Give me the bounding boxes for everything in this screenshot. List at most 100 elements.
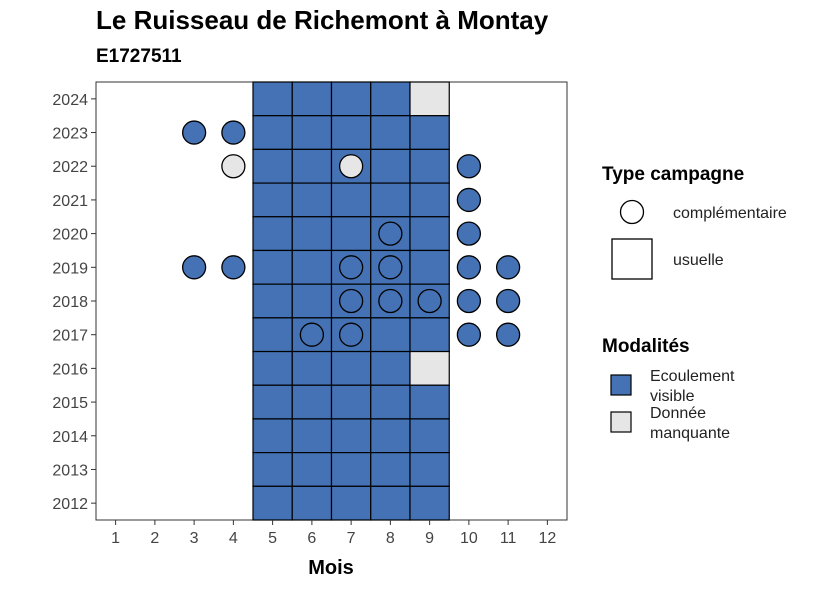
x-tick-label: 3 — [190, 530, 199, 547]
tile-2023-5 — [252, 115, 293, 150]
tile-2017-9 — [409, 317, 450, 353]
tile-2015-6 — [291, 384, 333, 420]
tile-2016-9 — [409, 350, 450, 386]
y-tick-label: 2017 — [52, 328, 88, 345]
tile-2021-8 — [370, 182, 411, 218]
tile-2012-6 — [291, 485, 333, 521]
x-axis-title: Mois — [308, 557, 354, 579]
y-tick-label: 2018 — [52, 294, 88, 311]
tile-2020-7 — [330, 216, 372, 252]
point-2017-11 — [495, 322, 521, 347]
tile-2014-7 — [330, 418, 372, 454]
y-tick-label: 2019 — [52, 260, 88, 277]
tile-2015-5 — [252, 384, 293, 420]
x-tick-label: 8 — [386, 530, 395, 547]
y-tick-label: 2013 — [52, 462, 88, 479]
legend-label-modalite: visible — [650, 388, 695, 405]
tile-2012-8 — [370, 485, 411, 521]
tile-2024-6 — [291, 81, 333, 117]
tile-2024-5 — [252, 81, 293, 117]
tile-layer — [252, 81, 450, 521]
y-tick-label: 2020 — [52, 227, 88, 244]
y-tick-label: 2022 — [52, 159, 88, 176]
tile-2022-5 — [252, 148, 293, 184]
tile-2016-8 — [370, 350, 411, 386]
x-tick-label: 9 — [425, 530, 434, 547]
tile-2022-6 — [291, 148, 333, 184]
point-2020-8 — [378, 221, 403, 246]
tile-2021-5 — [252, 182, 293, 218]
tile-2014-9 — [409, 418, 450, 454]
point-2017-10 — [456, 322, 482, 347]
chart-title: Le Ruisseau de Richemont à Montay — [96, 5, 549, 35]
point-2020-10 — [456, 221, 482, 246]
tile-2018-5 — [252, 283, 293, 319]
tile-2017-8 — [370, 317, 411, 353]
tile-2023-7 — [330, 115, 372, 150]
x-tick-label: 5 — [268, 530, 277, 547]
legend-label-complementaire: complémentaire — [673, 205, 787, 222]
y-tick-label: 2024 — [52, 92, 88, 109]
legend-title-type-campagne: Type campagne — [602, 164, 744, 185]
legend-title-modalites: Modalités — [602, 336, 690, 357]
tile-2012-9 — [409, 485, 450, 521]
point-2018-8 — [378, 288, 403, 314]
x-tick-label: 2 — [150, 530, 159, 547]
legend-label-usuelle: usuelle — [673, 252, 724, 269]
tile-2012-5 — [252, 485, 293, 521]
legend-label-modalite: Ecoulement — [650, 368, 735, 385]
legend-label-modalite: Donnée — [650, 405, 706, 422]
legend-key-circle — [619, 199, 645, 225]
tile-2018-6 — [291, 283, 333, 319]
tile-2021-6 — [291, 182, 333, 218]
point-2018-10 — [456, 288, 482, 314]
tile-2013-7 — [330, 452, 372, 487]
y-tick-label: 2023 — [52, 126, 88, 143]
tile-2014-8 — [370, 418, 411, 454]
y-tick-label: 2016 — [52, 361, 88, 378]
x-tick-label: 4 — [229, 530, 238, 547]
point-2019-11 — [495, 255, 521, 280]
y-tick-label: 2012 — [52, 496, 88, 513]
tile-2020-5 — [252, 216, 293, 252]
point-2022-4 — [221, 154, 246, 179]
x-tick-label: 12 — [538, 530, 556, 547]
point-2018-11 — [495, 288, 521, 314]
tile-2021-7 — [330, 182, 372, 218]
legend: Type campagne complémentaire usuelle Modali… — [602, 164, 787, 442]
tile-2020-6 — [291, 216, 333, 252]
tile-2015-8 — [370, 384, 411, 420]
point-2018-7 — [338, 288, 364, 314]
tile-2013-8 — [370, 452, 411, 487]
x-tick-label: 10 — [460, 530, 478, 547]
point-2019-3 — [181, 255, 207, 280]
tile-2019-5 — [252, 249, 293, 285]
tile-2016-5 — [252, 350, 293, 386]
tile-2015-9 — [409, 384, 450, 420]
tile-2023-8 — [370, 115, 411, 150]
legend-key-modalite — [610, 411, 632, 433]
point-2019-4 — [221, 255, 246, 280]
tile-2020-9 — [409, 216, 450, 252]
point-layer — [181, 120, 521, 347]
tile-2012-7 — [330, 485, 372, 521]
point-2019-10 — [456, 255, 482, 280]
x-tick-label: 11 — [500, 530, 517, 547]
y-tick-label: 2021 — [52, 193, 88, 210]
tile-2022-8 — [370, 148, 411, 184]
tile-2022-9 — [409, 148, 450, 184]
tile-2015-7 — [330, 384, 372, 420]
point-2022-7 — [338, 154, 364, 179]
point-2022-10 — [456, 154, 482, 179]
point-2021-10 — [456, 187, 482, 213]
legend-label-modalite: manquante — [650, 425, 730, 442]
y-tick-label: 2014 — [52, 429, 88, 446]
tile-2023-9 — [409, 115, 450, 150]
point-2023-4 — [221, 120, 246, 145]
tile-2024-7 — [330, 81, 372, 117]
tile-2021-9 — [409, 182, 450, 218]
tile-2014-6 — [291, 418, 333, 454]
point-2019-7 — [338, 255, 364, 280]
point-2018-9 — [417, 288, 442, 314]
